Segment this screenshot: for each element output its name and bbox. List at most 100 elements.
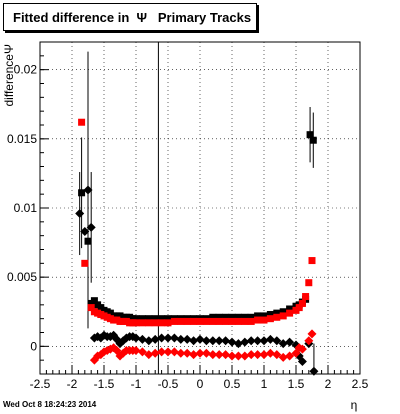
square-marker (234, 313, 242, 321)
x-axis-label: η (351, 398, 358, 412)
diamond-marker (307, 329, 317, 339)
diamond-marker (189, 350, 199, 360)
diamond-marker (144, 336, 154, 346)
x-tick-label: 2 (325, 377, 332, 391)
diamond-marker (182, 334, 192, 344)
diamond-marker (272, 350, 282, 360)
diamond-marker (214, 350, 224, 360)
square-marker (241, 313, 249, 321)
diamond-marker (253, 336, 263, 346)
diamond-marker (265, 348, 275, 358)
square-marker (273, 313, 281, 321)
chart-title: Fitted difference in Ψ Primary Tracks (13, 10, 252, 25)
square-marker (222, 317, 230, 325)
square-marker (84, 237, 92, 245)
diamond-marker (240, 351, 250, 361)
diamond-marker (272, 336, 282, 346)
diamond-marker (144, 350, 154, 360)
square-marker (81, 259, 89, 267)
square-marker (302, 293, 310, 301)
diamond-marker (259, 336, 269, 346)
square-marker (132, 319, 140, 327)
x-tick-label: 0 (197, 377, 204, 391)
data-points (75, 118, 319, 376)
x-tick-label: -1.5 (94, 377, 115, 391)
diamond-marker (246, 350, 256, 360)
diamond-marker (208, 350, 218, 360)
square-marker (298, 299, 306, 307)
y-tick-label: 0.01 (14, 201, 38, 215)
y-tick-label: 0.015 (7, 132, 37, 146)
diamond-marker (163, 347, 173, 357)
square-marker (164, 319, 172, 327)
diamond-marker (131, 345, 141, 355)
x-tick-label: 2.5 (352, 377, 369, 391)
x-tick-label: -1 (131, 377, 142, 391)
diamond-marker (233, 351, 243, 361)
y-tick-label: 0.005 (7, 270, 37, 284)
square-marker (279, 308, 287, 316)
diamond-marker (214, 336, 224, 346)
y-axis-label: differenceΨ (2, 44, 16, 107)
square-marker (151, 315, 159, 323)
square-marker (228, 317, 236, 325)
diamond-marker (169, 347, 179, 357)
square-marker (254, 312, 262, 320)
diamond-marker (227, 337, 237, 347)
diamond-marker (309, 366, 319, 376)
diamond-marker (182, 348, 192, 358)
diamond-marker (201, 348, 211, 358)
diamond-marker (80, 227, 90, 237)
square-marker (78, 118, 86, 126)
diamond-marker (163, 333, 173, 343)
diamond-marker (278, 339, 288, 349)
square-marker (215, 317, 223, 325)
square-marker (138, 319, 146, 327)
diamond-marker (176, 348, 186, 358)
diamond-marker (75, 209, 85, 219)
diamond-marker (285, 337, 295, 347)
square-marker (247, 313, 255, 321)
diamond-marker (265, 334, 275, 344)
diamond-marker (131, 333, 141, 343)
diamond-marker (201, 336, 211, 346)
diamond-marker (137, 334, 147, 344)
square-marker (202, 317, 210, 325)
square-marker (279, 312, 287, 320)
square-marker (145, 315, 153, 323)
diamond-marker (176, 334, 186, 344)
diamond-marker (304, 336, 314, 346)
diamond-marker (86, 222, 96, 232)
square-marker (209, 313, 217, 321)
square-marker (183, 317, 191, 325)
y-tick-label: 0.02 (14, 63, 38, 77)
square-marker (295, 304, 303, 312)
diamond-marker (227, 351, 237, 361)
square-marker (260, 316, 268, 324)
x-tick-label: -2.5 (30, 377, 51, 391)
x-tick-label: 1.5 (288, 377, 305, 391)
diamond-marker (83, 185, 93, 195)
diamond-marker (189, 336, 199, 346)
square-marker (215, 313, 223, 321)
square-marker (260, 312, 268, 320)
square-marker (286, 309, 294, 317)
diamond-marker (157, 333, 167, 343)
square-marker (306, 131, 314, 139)
square-marker (90, 297, 98, 305)
tick-labels: -2.5 -2 -1.5 -1 -0.5 0 0.5 1 1.5 2 2.5 0 0.005 0.01 0.… (7, 63, 369, 391)
x-tick-label: -2 (67, 377, 78, 391)
diamond-marker (240, 337, 250, 347)
square-marker (305, 279, 313, 287)
x-tick-label: 0.5 (224, 377, 241, 391)
diamond-marker (297, 357, 307, 367)
diamond-marker (297, 344, 307, 354)
diamond-marker (253, 350, 263, 360)
square-marker (132, 315, 140, 323)
square-marker (78, 189, 86, 197)
title-box: Fitted difference in Ψ Primary Tracks (3, 3, 257, 31)
square-marker (234, 317, 242, 325)
diamond-marker (150, 334, 160, 344)
square-marker (228, 313, 236, 321)
